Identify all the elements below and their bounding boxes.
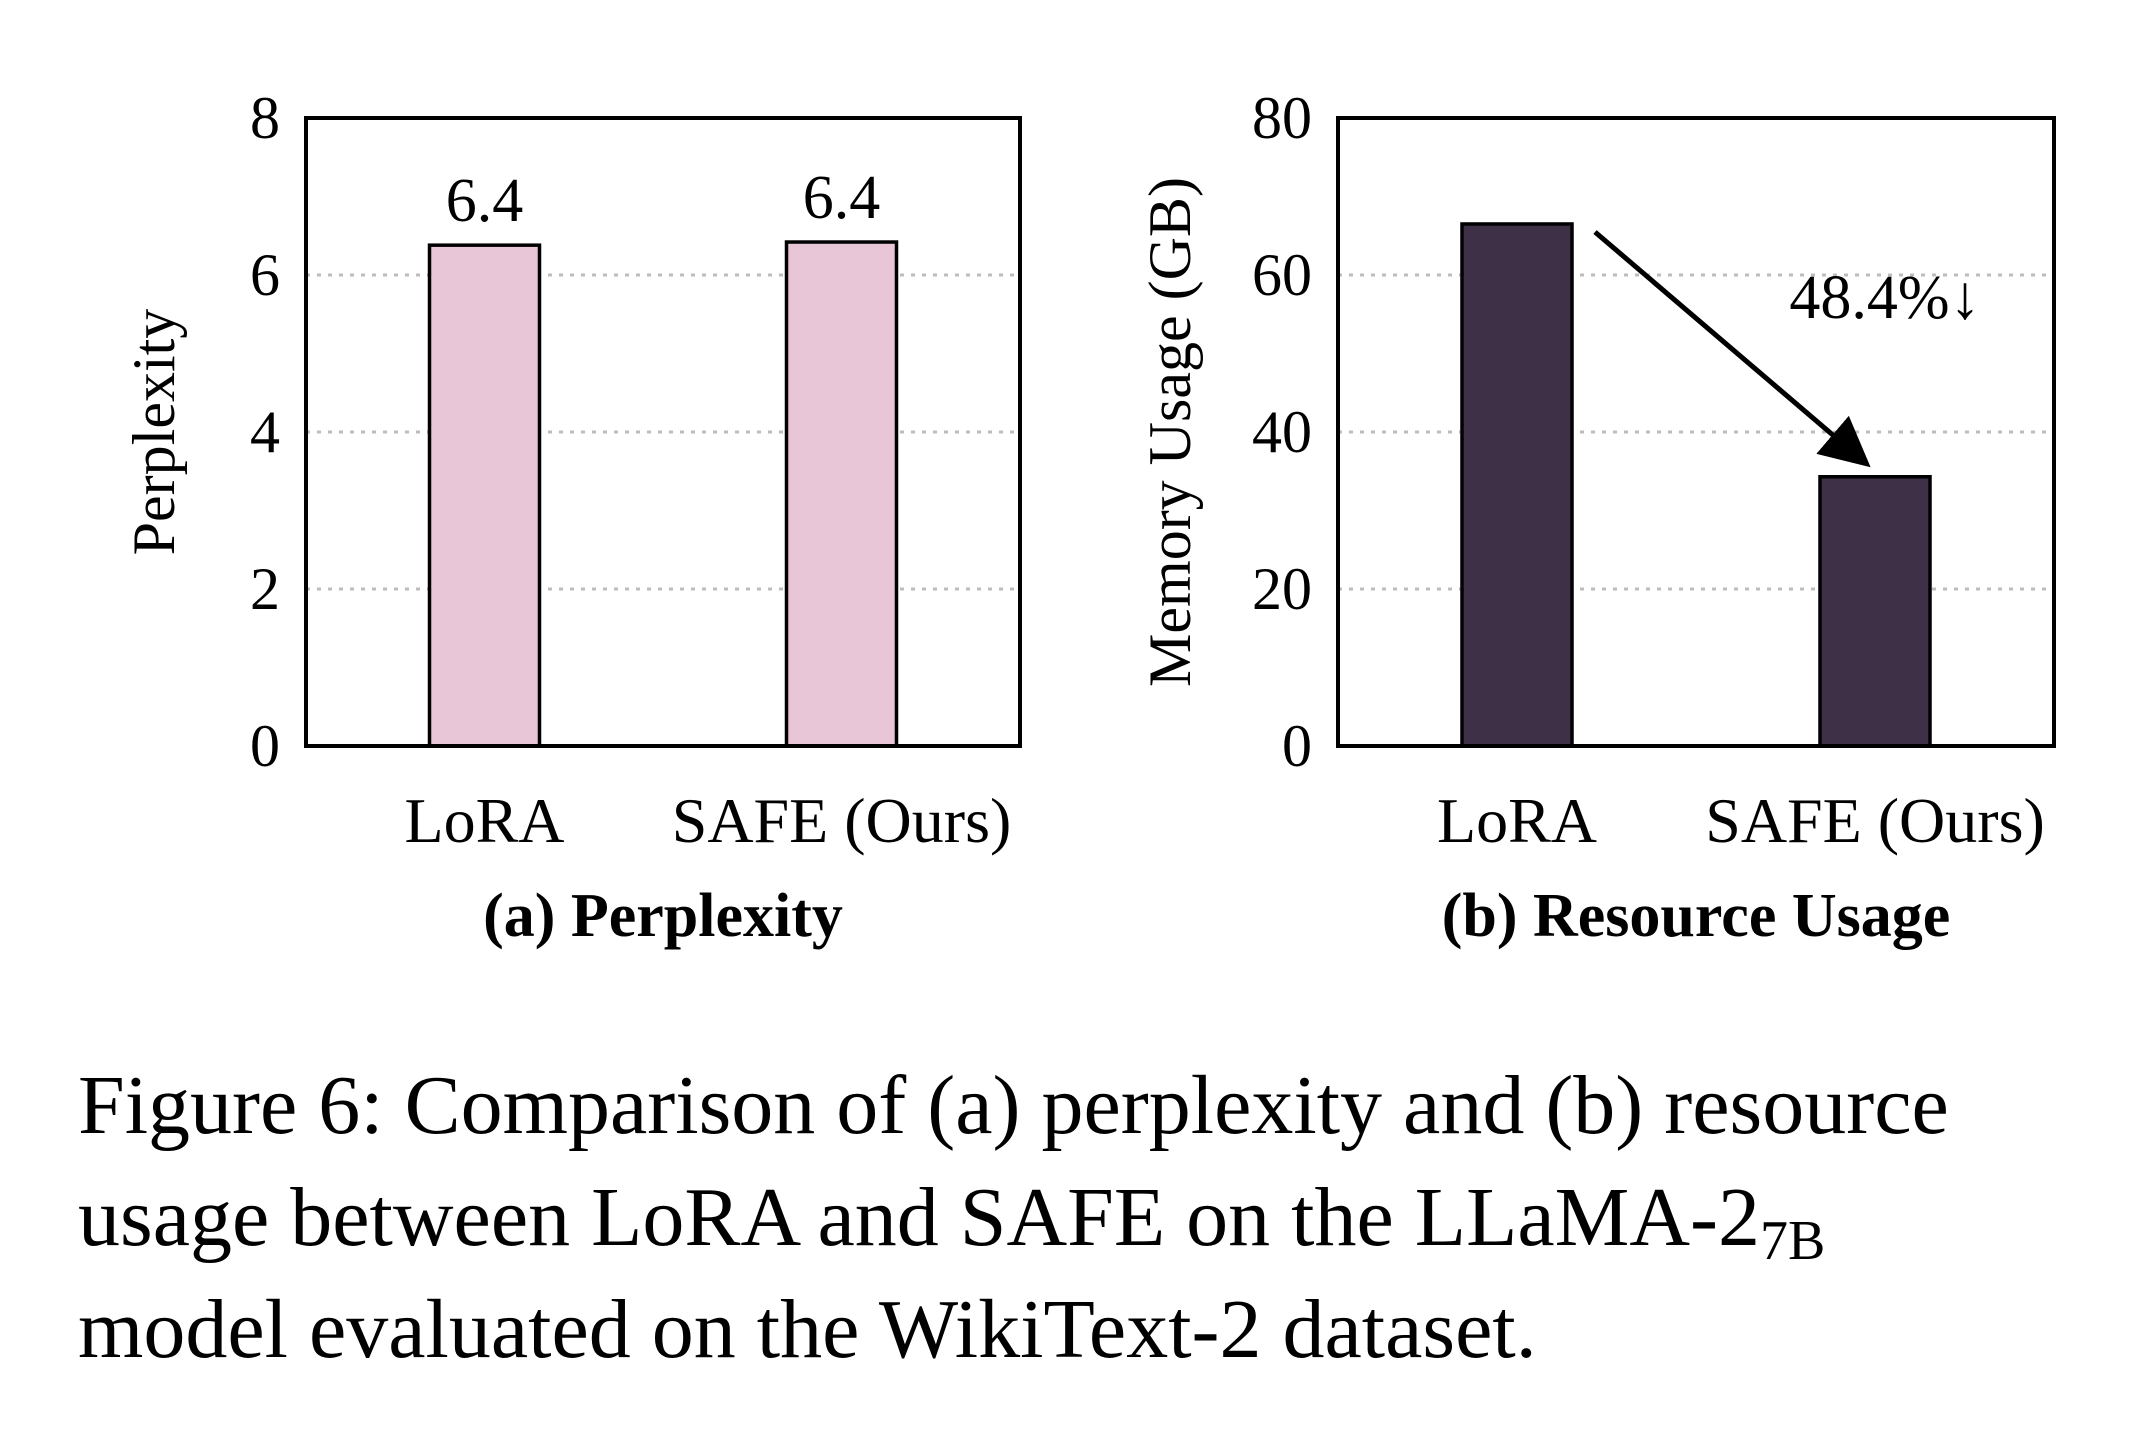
memory-gridlines: [1338, 273, 2054, 591]
caption-subscript: 7B: [1760, 1210, 1826, 1272]
memory-y-tick-label: 0: [1282, 713, 1312, 779]
perplexity-y-axis-label: Perplexity: [121, 309, 187, 556]
perplexity-category-label: SAFE (Ours): [672, 785, 1012, 856]
perplexity-y-tick-label: 2: [250, 556, 280, 622]
perplexity-panel-label: (a) Perplexity: [483, 882, 843, 950]
perplexity-value-label: 6.4: [446, 167, 524, 235]
perplexity-value-labels: 6.4 6.4: [446, 164, 881, 235]
figure-caption: Figure 6: Comparison of (a) perplexity a…: [78, 1050, 2098, 1386]
perplexity-y-ticks: 0 2 4 6 8: [250, 85, 280, 779]
perplexity-bars: [427, 240, 899, 748]
reduction-annotation: 48.4%↓: [1789, 264, 1980, 332]
memory-category-label: SAFE (Ours): [1705, 785, 2045, 856]
memory-x-categories: LoRA SAFE (Ours): [1437, 785, 2045, 856]
caption-line-1: Figure 6: Comparison of (a) perplexity a…: [78, 1059, 1949, 1152]
memory-y-tick-label: 20: [1252, 556, 1312, 622]
memory-bar-lora: [1460, 222, 1574, 748]
memory-y-tick-label: 40: [1252, 399, 1312, 465]
memory-bar-safe: [1818, 474, 1932, 748]
perplexity-x-categories: LoRA SAFE (Ours): [405, 785, 1012, 856]
memory-y-tick-label: 60: [1252, 242, 1312, 308]
perplexity-gridlines: [306, 273, 1020, 591]
perplexity-category-label: LoRA: [405, 785, 565, 856]
caption-line-3: model evaluated on the WikiText-2 datase…: [78, 1283, 1537, 1376]
memory-usage-chart: 0 20 40 60 80 LoRA SAFE (Ours) Memory Usage (…: [1137, 85, 2056, 950]
memory-y-tick-label: 80: [1252, 85, 1312, 151]
perplexity-bar-safe: [784, 240, 899, 748]
reduction-arrow: [1593, 230, 1871, 468]
perplexity-bar-lora: [427, 243, 542, 748]
memory-y-ticks: 0 20 40 60 80: [1252, 85, 1312, 779]
memory-plot-frame: [1336, 116, 2056, 748]
perplexity-plot-frame: [304, 116, 1022, 748]
memory-panel-label: (b) Resource Usage: [1442, 882, 1951, 950]
memory-y-axis-label: Memory Usage (GB): [1137, 177, 1203, 687]
perplexity-value-label: 6.4: [803, 164, 881, 232]
perplexity-y-tick-label: 0: [250, 713, 280, 779]
memory-bars: [1460, 222, 1932, 748]
caption-line-2: usage between LoRA and SAFE on the LLaMA…: [78, 1171, 1761, 1264]
perplexity-y-tick-label: 8: [250, 85, 280, 151]
perplexity-y-tick-label: 6: [250, 242, 280, 308]
memory-category-label: LoRA: [1437, 785, 1597, 856]
perplexity-y-tick-label: 4: [250, 399, 280, 465]
